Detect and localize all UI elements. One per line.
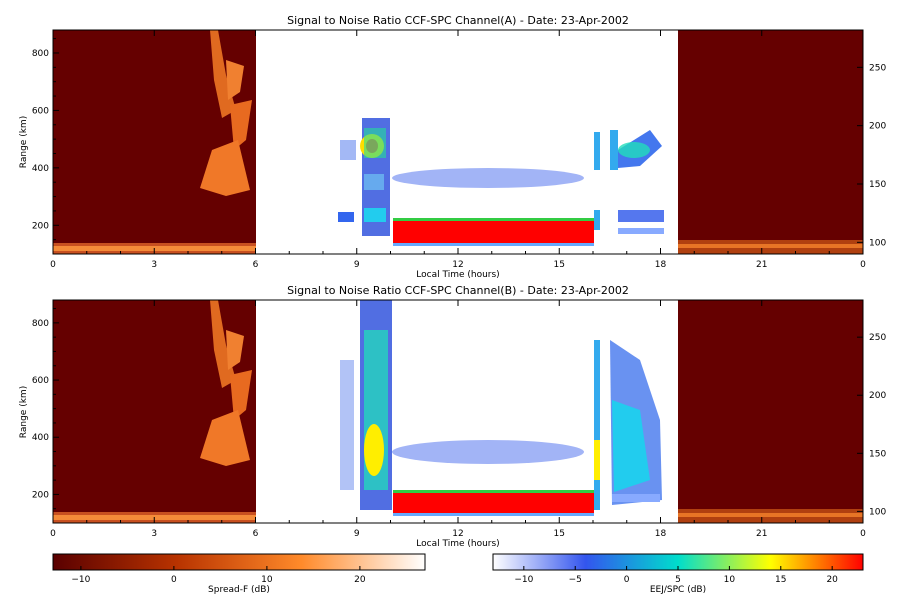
panel-a-title: Signal to Noise Ratio CCF-SPC Channel(A)…	[287, 14, 629, 27]
x-tick-label: 15	[554, 529, 565, 539]
panel-a-spread-f-left	[53, 30, 256, 254]
y2-tick-label: 150	[869, 180, 886, 190]
colorbar-tick-label: −5	[569, 575, 582, 585]
colorbar-eej-label: EEJ/SPC (dB)	[650, 585, 706, 595]
colorbar-eej: −10 −5 0 5 10 15 20 EEJ/SPC (dB)	[492, 553, 864, 595]
x-tick-label: 9	[354, 529, 360, 539]
panel-b-eej-region	[256, 300, 678, 523]
y2-tick-label: 200	[869, 391, 886, 401]
colorbar-tick-label: 10	[261, 575, 273, 585]
x-tick-label: 15	[554, 260, 565, 270]
y-tick-label: 400	[32, 164, 49, 174]
y-tick-label: 800	[32, 49, 49, 59]
colorbar-tick-label: 10	[724, 575, 736, 585]
colorbar-tick-label: 15	[775, 575, 786, 585]
x-tick-label: 21	[756, 260, 767, 270]
panel-a-spread-f-right	[678, 30, 863, 254]
x-tick-label: 0	[50, 260, 56, 270]
y2-tick-label: 150	[869, 449, 886, 459]
y-tick-label: 200	[32, 490, 49, 500]
x-tick-label: 21	[756, 529, 767, 539]
colorbar-tick-label: −10	[71, 575, 90, 585]
colorbar-tick-label: 0	[624, 575, 630, 585]
panel-b-xlabel: Local Time (hours)	[416, 539, 499, 549]
x-tick-label: 12	[452, 529, 463, 539]
y-tick-label: 400	[32, 433, 49, 443]
panel-b-title: Signal to Noise Ratio CCF-SPC Channel(B)…	[287, 284, 629, 297]
colorbar-spread-f: −10 0 10 20 Spread-F (dB)	[52, 553, 426, 595]
colorbar-tick-label: 0	[171, 575, 177, 585]
x-tick-label: 6	[253, 260, 259, 270]
x-tick-label: 18	[655, 260, 667, 270]
colorbar-tick-label: 20	[826, 575, 838, 585]
x-tick-label: 6	[253, 529, 259, 539]
panel-b-axes: 0 3 6 9 12 15 18 21 0 200 400 600 800 100 150 200 250	[32, 300, 886, 539]
x-tick-label: 0	[50, 529, 56, 539]
colorbar-spread-f-label: Spread-F (dB)	[208, 585, 270, 595]
colorbar-spread-f-ticks: −10 0 10 20	[71, 566, 366, 585]
panel-b-ylabel: Range (km)	[19, 386, 29, 438]
panel-b: Signal to Noise Ratio CCF-SPC Channel(B)…	[19, 284, 886, 549]
colorbar-tick-label: 20	[354, 575, 366, 585]
y2-tick-label: 200	[869, 122, 886, 132]
y2-tick-label: 100	[869, 507, 886, 517]
colorbar-eej-ticks: −10 −5 0 5 10 15 20	[514, 566, 838, 585]
panel-b-spread-f-left	[53, 300, 256, 523]
y2-tick-label: 250	[869, 63, 886, 73]
y2-tick-label: 250	[869, 333, 886, 343]
x-tick-label: 3	[151, 260, 157, 270]
y-tick-label: 200	[32, 221, 49, 231]
colorbar-spread-f-gradient	[52, 553, 426, 571]
x-tick-label: 0	[860, 260, 866, 270]
y-tick-label: 600	[32, 106, 49, 116]
colorbar-tick-label: 5	[675, 575, 681, 585]
x-tick-label: 3	[151, 529, 157, 539]
panel-a-axes: 0 3 6 9 12 15 18 21 0 200 400 600 800 100 150 200 250	[32, 30, 886, 270]
panel-a-eej-region	[256, 30, 678, 254]
colorbar-tick-label: −10	[514, 575, 533, 585]
x-tick-label: 9	[354, 260, 360, 270]
y2-tick-label: 100	[869, 238, 886, 248]
panel-a-xlabel: Local Time (hours)	[416, 270, 499, 280]
x-tick-label: 0	[860, 529, 866, 539]
panel-a: Signal to Noise Ratio CCF-SPC Channel(A)…	[19, 14, 886, 280]
panel-a-ylabel: Range (km)	[19, 116, 29, 168]
y-tick-label: 600	[32, 376, 49, 386]
panel-b-spread-f-right	[678, 300, 863, 523]
y-tick-label: 800	[32, 319, 49, 329]
x-tick-label: 18	[655, 529, 667, 539]
x-tick-label: 12	[452, 260, 463, 270]
